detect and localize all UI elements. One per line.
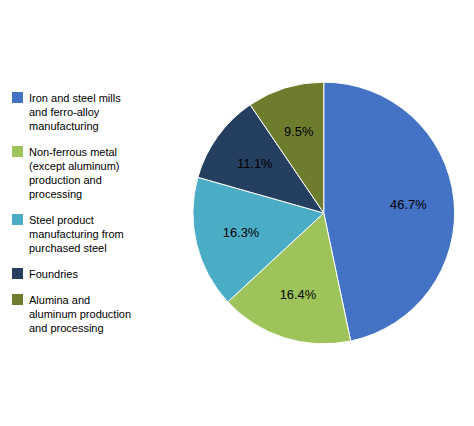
svg-text:46.7%: 46.7% [390, 197, 427, 212]
html-text:Alumina and aluminum productio: Alumina and aluminum production and proc… [29, 294, 132, 334]
svg-text:9.5%: 9.5% [284, 124, 313, 139]
html-text:Non-ferrous metal (except alum: Non-ferrous metal (except aluminum) prod… [29, 146, 120, 200]
html-text:Steel product manufacturing fr: Steel product manufacturing from purchas… [29, 214, 124, 254]
svg-text:11.1%: 11.1% [237, 156, 273, 171]
html-text:Foundries: Foundries [29, 268, 78, 280]
svg-text:16.4%: 16.4% [279, 287, 316, 302]
html-text:Iron and steel mills and ferro: Iron and steel mills and ferro-alloy man… [29, 92, 121, 132]
svg-text:16.3%: 16.3% [222, 225, 259, 240]
